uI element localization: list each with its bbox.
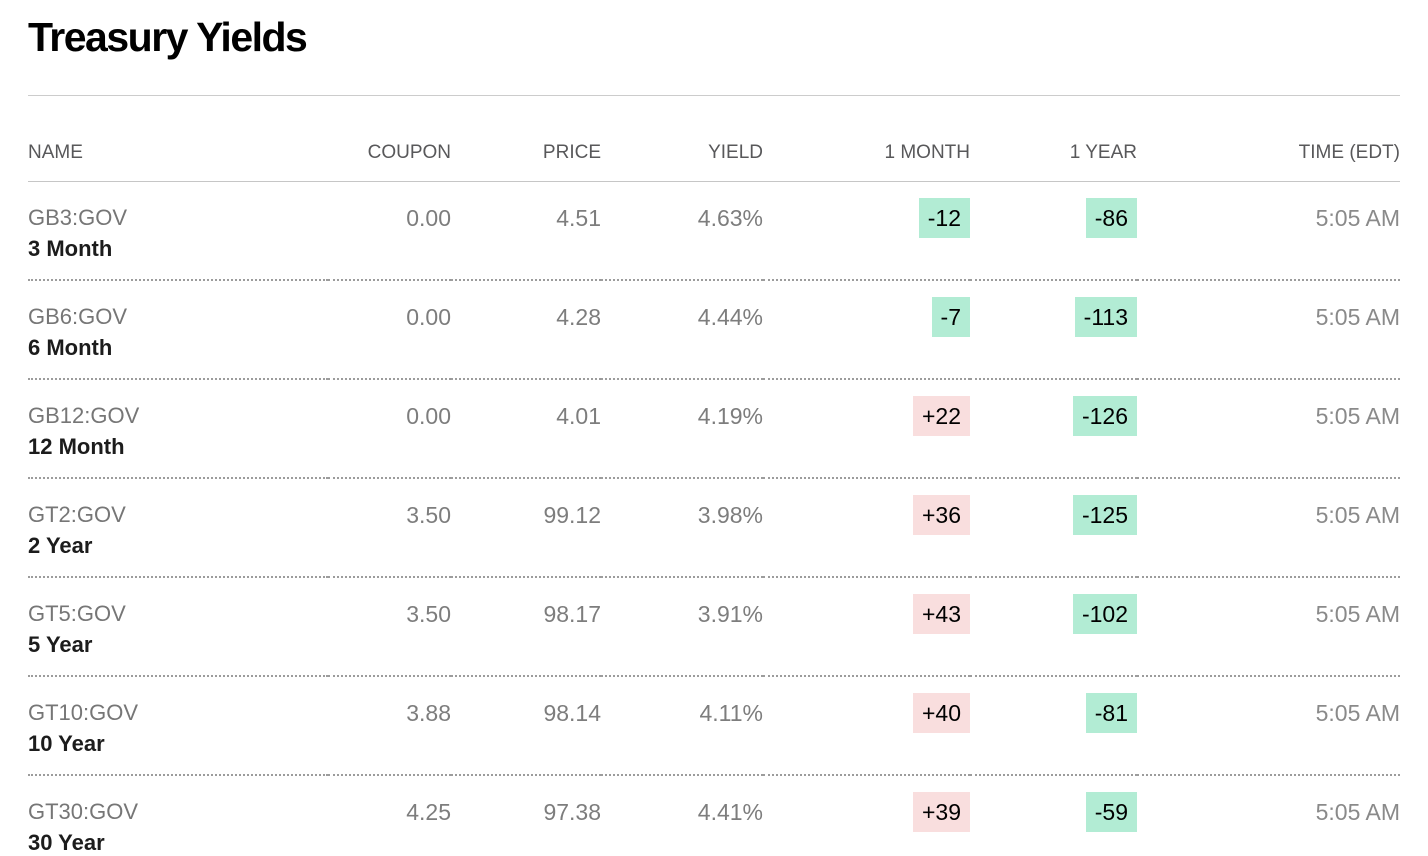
- yield-value: 4.19%: [601, 379, 763, 479]
- time-value: 5:05 AM: [1137, 181, 1400, 281]
- col-header-1year: 1 YEAR: [970, 96, 1137, 182]
- one-month-change-badge: -7: [931, 297, 970, 337]
- security-ticker-link[interactable]: GT2:GOV: [28, 502, 126, 527]
- col-header-time: TIME (EDT): [1137, 96, 1400, 182]
- table-header: NAME COUPON PRICE YIELD 1 MONTH 1 YEAR T…: [28, 96, 1400, 182]
- security-ticker-link[interactable]: GB6:GOV: [28, 304, 128, 329]
- col-header-yield: YIELD: [601, 96, 763, 182]
- one-year-change-badge: -125: [1072, 495, 1137, 535]
- one-month-change-badge: -12: [918, 198, 970, 238]
- table-row: GB3:GOV 3 Month 0.00 4.51 4.63% -12 -86 …: [28, 181, 1400, 281]
- table-row: GB6:GOV 6 Month 0.00 4.28 4.44% -7 -113 …: [28, 280, 1400, 380]
- title-divider: [28, 95, 1400, 96]
- col-header-name: NAME: [28, 96, 328, 182]
- security-name: 2 Year: [28, 533, 93, 558]
- price-value: 97.38: [451, 775, 601, 856]
- one-month-change-badge: +22: [912, 396, 970, 436]
- table-row: GT2:GOV 2 Year 3.50 99.12 3.98% +36 -125…: [28, 478, 1400, 578]
- yield-value: 4.41%: [601, 775, 763, 856]
- time-value: 5:05 AM: [1137, 676, 1400, 776]
- security-ticker-link[interactable]: GB12:GOV: [28, 403, 140, 428]
- one-month-change-badge: +36: [912, 495, 970, 535]
- one-year-change-badge: -126: [1072, 396, 1137, 436]
- one-year-change-badge: -86: [1085, 198, 1137, 238]
- one-year-change-badge: -81: [1085, 693, 1137, 733]
- security-name: 30 Year: [28, 830, 105, 855]
- price-value: 4.01: [451, 379, 601, 479]
- security-ticker-link[interactable]: GB3:GOV: [28, 205, 128, 230]
- yield-value: 4.63%: [601, 181, 763, 281]
- yield-value: 4.11%: [601, 676, 763, 776]
- one-year-change-badge: -113: [1074, 297, 1137, 337]
- coupon-value: 0.00: [328, 181, 451, 281]
- price-value: 4.51: [451, 181, 601, 281]
- coupon-value: 3.50: [328, 577, 451, 677]
- security-name: 10 Year: [28, 731, 105, 756]
- security-name: 5 Year: [28, 632, 93, 657]
- one-year-change-badge: -102: [1072, 594, 1137, 634]
- price-value: 98.14: [451, 676, 601, 776]
- price-value: 99.12: [451, 478, 601, 578]
- coupon-value: 0.00: [328, 280, 451, 380]
- time-value: 5:05 AM: [1137, 280, 1400, 380]
- coupon-value: 3.88: [328, 676, 451, 776]
- table-row: GT30:GOV 30 Year 4.25 97.38 4.41% +39 -5…: [28, 775, 1400, 856]
- one-month-change-badge: +40: [912, 693, 970, 733]
- security-name: 6 Month: [28, 335, 113, 360]
- table-row: GT5:GOV 5 Year 3.50 98.17 3.91% +43 -102…: [28, 577, 1400, 677]
- coupon-value: 3.50: [328, 478, 451, 578]
- yield-value: 3.91%: [601, 577, 763, 677]
- one-month-change-badge: +43: [912, 594, 970, 634]
- table-row: GB12:GOV 12 Month 0.00 4.01 4.19% +22 -1…: [28, 379, 1400, 479]
- col-header-price: PRICE: [451, 96, 601, 182]
- price-value: 4.28: [451, 280, 601, 380]
- coupon-value: 0.00: [328, 379, 451, 479]
- page-title: Treasury Yields: [28, 14, 308, 60]
- security-ticker-link[interactable]: GT30:GOV: [28, 799, 139, 824]
- col-header-1month: 1 MONTH: [763, 96, 970, 182]
- col-header-coupon: COUPON: [328, 96, 451, 182]
- yield-value: 4.44%: [601, 280, 763, 380]
- time-value: 5:05 AM: [1137, 478, 1400, 578]
- one-year-change-badge: -59: [1085, 792, 1137, 832]
- time-value: 5:05 AM: [1137, 577, 1400, 677]
- security-ticker-link[interactable]: GT5:GOV: [28, 601, 126, 626]
- security-name: 12 Month: [28, 434, 125, 459]
- yield-value: 3.98%: [601, 478, 763, 578]
- time-value: 5:05 AM: [1137, 379, 1400, 479]
- time-value: 5:05 AM: [1137, 775, 1400, 856]
- coupon-value: 4.25: [328, 775, 451, 856]
- security-name: 3 Month: [28, 236, 113, 261]
- security-ticker-link[interactable]: GT10:GOV: [28, 700, 139, 725]
- treasury-yields-table: NAME COUPON PRICE YIELD 1 MONTH 1 YEAR T…: [28, 96, 1400, 856]
- table-row: GT10:GOV 10 Year 3.88 98.14 4.11% +40 -8…: [28, 676, 1400, 776]
- price-value: 98.17: [451, 577, 601, 677]
- one-month-change-badge: +39: [912, 792, 970, 832]
